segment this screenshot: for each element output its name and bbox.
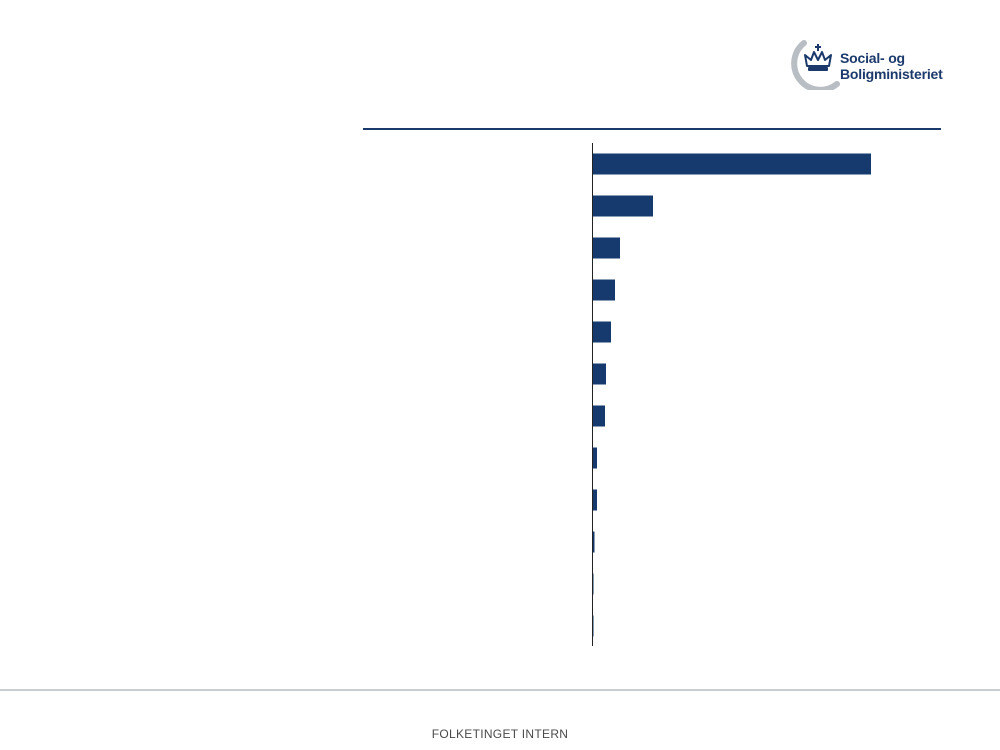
- bar-group: [593, 153, 871, 637]
- ministry-name-line1: Social- og: [840, 50, 905, 66]
- ministry-name: Social- og Boligministeriet: [840, 50, 943, 82]
- bar-12: [593, 615, 594, 637]
- footer-divider: [0, 689, 1000, 691]
- bar-10: [593, 531, 595, 553]
- bar-2: [593, 195, 653, 217]
- horizontal-bar-chart: [592, 143, 871, 646]
- bar-1: [593, 153, 871, 175]
- bar-5: [593, 321, 611, 343]
- ministry-name-line2: Boligministeriet: [840, 66, 943, 82]
- bar-7: [593, 405, 605, 427]
- bar-3: [593, 237, 620, 259]
- crown-logo-icon: [791, 40, 840, 90]
- footer-classification-label: FOLKETINGET INTERN: [431, 727, 569, 741]
- bar-11: [593, 573, 594, 595]
- bar-4: [593, 279, 615, 301]
- bar-8: [593, 447, 597, 469]
- crown-icon: [804, 44, 832, 71]
- bar-9: [593, 489, 597, 511]
- ministry-logo: Social- og Boligministeriet: [790, 40, 950, 90]
- bar-6: [593, 363, 606, 385]
- logo-arc: [791, 40, 840, 90]
- header-divider: [363, 128, 941, 130]
